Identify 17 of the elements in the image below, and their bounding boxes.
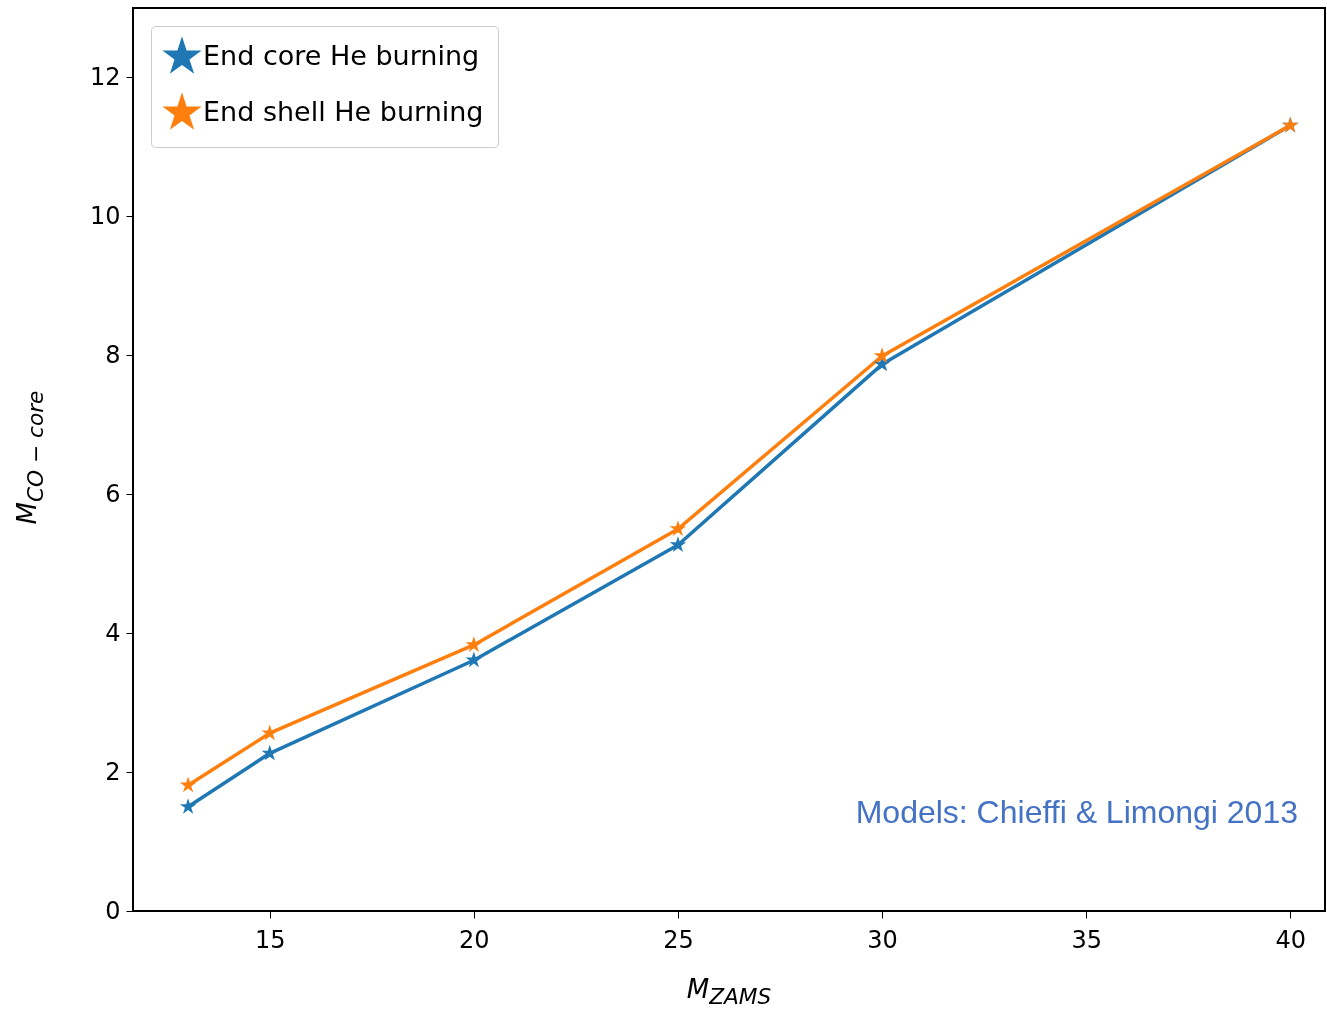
y-tick-label: 4	[105, 618, 121, 647]
y-tick-label: 2	[105, 757, 121, 786]
y-tick-label: 12	[89, 62, 121, 91]
y-tick-label: 6	[105, 479, 121, 508]
y-tick-label: 8	[105, 340, 121, 369]
legend-label: End core He burning	[203, 40, 480, 71]
y-tick-label: 0	[105, 896, 121, 925]
x-tick-label: 20	[459, 925, 490, 954]
y-tick-label: 10	[89, 201, 121, 230]
x-axis-title: M$_{ZAMS}$	[685, 974, 773, 1010]
x-tick-label: 15	[254, 925, 286, 954]
x-tick-label: 40	[1275, 925, 1307, 954]
x-tick-label: 30	[867, 925, 898, 954]
annotation: Models: Chieffi & Limongi 2013	[855, 794, 1298, 830]
legend-label: End shell He burning	[203, 96, 484, 127]
x-tick-label: 35	[1071, 925, 1102, 954]
x-tick-label: 25	[663, 925, 694, 954]
